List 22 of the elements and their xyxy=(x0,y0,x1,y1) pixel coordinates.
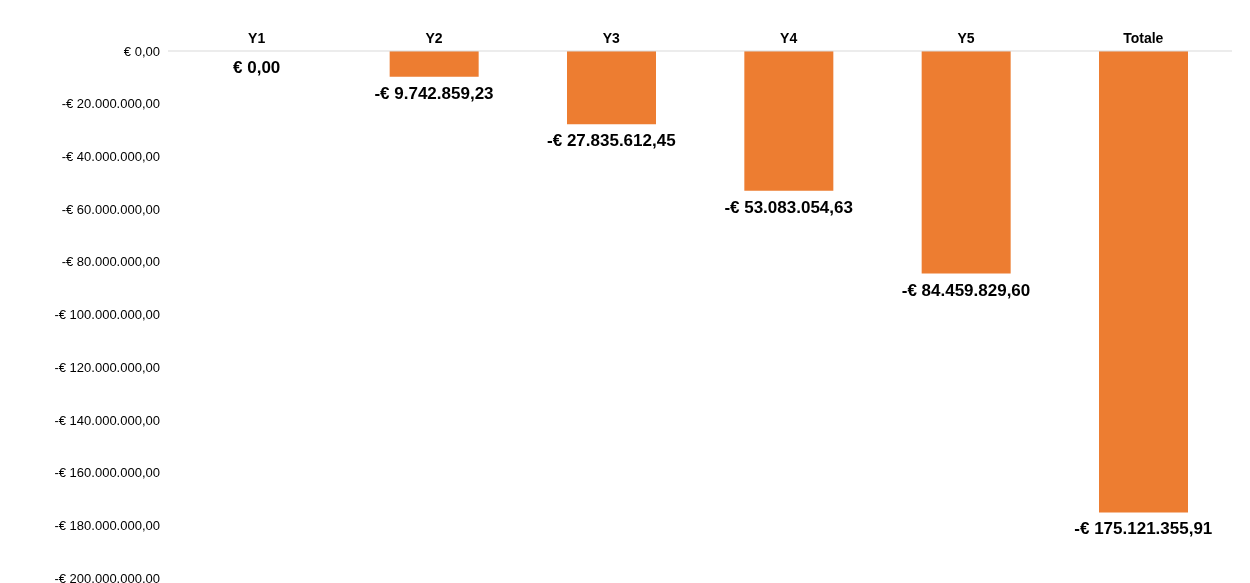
data-label: -€ 84.459.829,60 xyxy=(901,280,1031,300)
x-tick-label: Y1 xyxy=(248,30,266,46)
data-label: -€ 27.835.612,45 xyxy=(547,131,676,151)
y-tick-label: -€ 140.000.000,00 xyxy=(54,412,160,428)
x-tick-label: Y3 xyxy=(602,30,621,46)
data-label: -€ 53.083.054,63 xyxy=(724,197,853,217)
y-tick-label: -€ 160.000.000,00 xyxy=(54,465,160,481)
data-label: € 0,00 xyxy=(233,58,281,77)
y-tick-label: -€ 120.000.000,00 xyxy=(54,359,160,375)
y-tick-label: -€ 40.000.000,00 xyxy=(61,149,160,165)
y-tick-label: -€ 80.000.000,00 xyxy=(61,254,160,270)
y-tick-label: -€ 100.000.000,00 xyxy=(54,307,160,323)
data-label: -€ 9.742.859,23 xyxy=(374,83,494,103)
x-tick-label: Totale xyxy=(1123,30,1164,46)
y-tick-label: -€ 180.000.000,00 xyxy=(54,517,160,533)
data-label: -€ 175.121.355,91 xyxy=(1074,519,1213,539)
x-tick-label: Y4 xyxy=(780,30,798,46)
y-tick-label: € 0,00 xyxy=(123,43,160,59)
y-tick-label: -€ 60.000.000,00 xyxy=(61,201,160,217)
y-tick-label: -€ 20.000.000,00 xyxy=(61,96,160,112)
x-tick-label: Y5 xyxy=(957,30,975,46)
x-tick-label: Y2 xyxy=(425,30,443,46)
